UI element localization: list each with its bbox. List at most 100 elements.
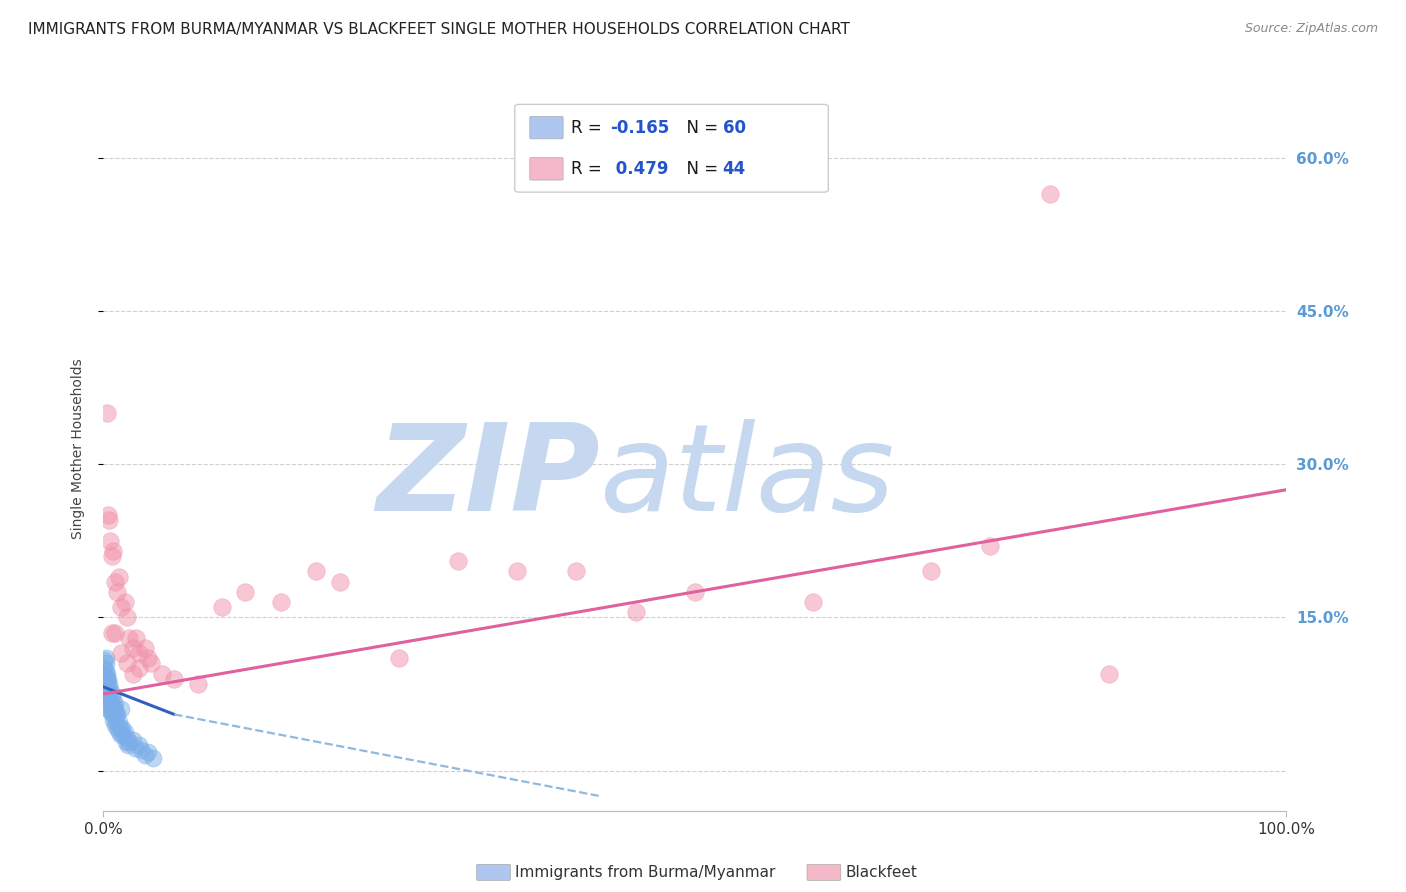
Point bbox=[683, 585, 706, 599]
Point bbox=[388, 651, 411, 665]
Point bbox=[98, 694, 121, 708]
Point bbox=[98, 513, 121, 527]
Point bbox=[112, 728, 135, 742]
Point bbox=[104, 625, 127, 640]
Point bbox=[122, 641, 145, 656]
Point bbox=[100, 692, 122, 706]
Point bbox=[142, 751, 165, 765]
Point bbox=[152, 666, 174, 681]
Point bbox=[100, 549, 122, 563]
Point bbox=[101, 713, 124, 727]
Text: 0.479: 0.479 bbox=[610, 160, 669, 178]
Point bbox=[105, 714, 128, 729]
Point bbox=[101, 544, 124, 558]
Point bbox=[94, 664, 117, 678]
Point bbox=[96, 673, 118, 688]
Point bbox=[94, 657, 117, 671]
Text: Immigrants from Burma/Myanmar: Immigrants from Burma/Myanmar bbox=[515, 865, 775, 880]
Point bbox=[115, 731, 138, 745]
Point bbox=[110, 600, 132, 615]
Point bbox=[94, 673, 117, 688]
Point bbox=[118, 735, 141, 749]
Text: ZIP: ZIP bbox=[377, 419, 600, 536]
Point bbox=[565, 565, 588, 579]
Point bbox=[100, 681, 122, 696]
Point bbox=[114, 595, 136, 609]
Text: N =: N = bbox=[676, 160, 724, 178]
Point bbox=[122, 733, 145, 747]
Point bbox=[107, 714, 129, 729]
Point bbox=[100, 533, 122, 548]
Point bbox=[104, 717, 127, 731]
Point bbox=[97, 681, 120, 696]
Point bbox=[97, 690, 120, 704]
Point bbox=[134, 641, 156, 656]
Point bbox=[447, 554, 470, 568]
Point bbox=[96, 666, 118, 681]
Text: Source: ZipAtlas.com: Source: ZipAtlas.com bbox=[1244, 22, 1378, 36]
Point bbox=[98, 694, 121, 708]
Point bbox=[93, 661, 115, 675]
Point bbox=[100, 697, 122, 711]
Point bbox=[211, 600, 233, 615]
Point bbox=[979, 539, 1001, 553]
Point bbox=[122, 666, 145, 681]
Point bbox=[114, 724, 136, 739]
Point bbox=[233, 585, 256, 599]
Point bbox=[105, 707, 128, 722]
Point bbox=[104, 574, 127, 589]
Point bbox=[96, 673, 118, 688]
Point bbox=[270, 595, 292, 609]
Point bbox=[110, 702, 132, 716]
Text: IMMIGRANTS FROM BURMA/MYANMAR VS BLACKFEET SINGLE MOTHER HOUSEHOLDS CORRELATION : IMMIGRANTS FROM BURMA/MYANMAR VS BLACKFE… bbox=[28, 22, 851, 37]
Point bbox=[920, 565, 942, 579]
Point bbox=[107, 721, 129, 735]
Point bbox=[115, 657, 138, 671]
Point bbox=[114, 735, 136, 749]
Point bbox=[115, 610, 138, 624]
Point bbox=[96, 680, 118, 694]
Point bbox=[94, 670, 117, 684]
Point bbox=[107, 585, 129, 599]
Point bbox=[136, 651, 159, 665]
Point bbox=[96, 406, 118, 420]
Point bbox=[187, 677, 209, 691]
Point bbox=[117, 738, 139, 752]
Point bbox=[111, 721, 134, 735]
Point bbox=[104, 697, 127, 711]
Point bbox=[100, 687, 122, 701]
Point bbox=[110, 728, 132, 742]
Point bbox=[1039, 186, 1062, 201]
Point bbox=[125, 631, 148, 645]
Point bbox=[97, 684, 120, 698]
Point bbox=[128, 738, 150, 752]
Point bbox=[305, 565, 328, 579]
Point bbox=[98, 687, 121, 701]
Point bbox=[801, 595, 824, 609]
Point bbox=[139, 657, 162, 671]
Point bbox=[94, 651, 117, 665]
Point bbox=[96, 687, 118, 701]
Point bbox=[506, 565, 529, 579]
Text: R =: R = bbox=[571, 160, 607, 178]
Point bbox=[100, 707, 122, 722]
Point bbox=[93, 666, 115, 681]
Point bbox=[129, 743, 152, 757]
Point bbox=[104, 704, 127, 718]
Point bbox=[103, 707, 125, 722]
Point bbox=[97, 508, 120, 523]
Text: R =: R = bbox=[571, 119, 607, 136]
Point bbox=[100, 704, 122, 718]
Point bbox=[93, 653, 115, 667]
Point bbox=[108, 721, 131, 735]
Point bbox=[97, 672, 120, 686]
Text: atlas: atlas bbox=[600, 419, 896, 536]
Text: -0.165: -0.165 bbox=[610, 119, 669, 136]
Point bbox=[107, 707, 129, 722]
Point bbox=[107, 724, 129, 739]
Point bbox=[128, 661, 150, 675]
Text: 44: 44 bbox=[723, 160, 747, 178]
Y-axis label: Single Mother Households: Single Mother Households bbox=[72, 359, 86, 540]
Point bbox=[107, 569, 129, 583]
Point bbox=[98, 702, 121, 716]
